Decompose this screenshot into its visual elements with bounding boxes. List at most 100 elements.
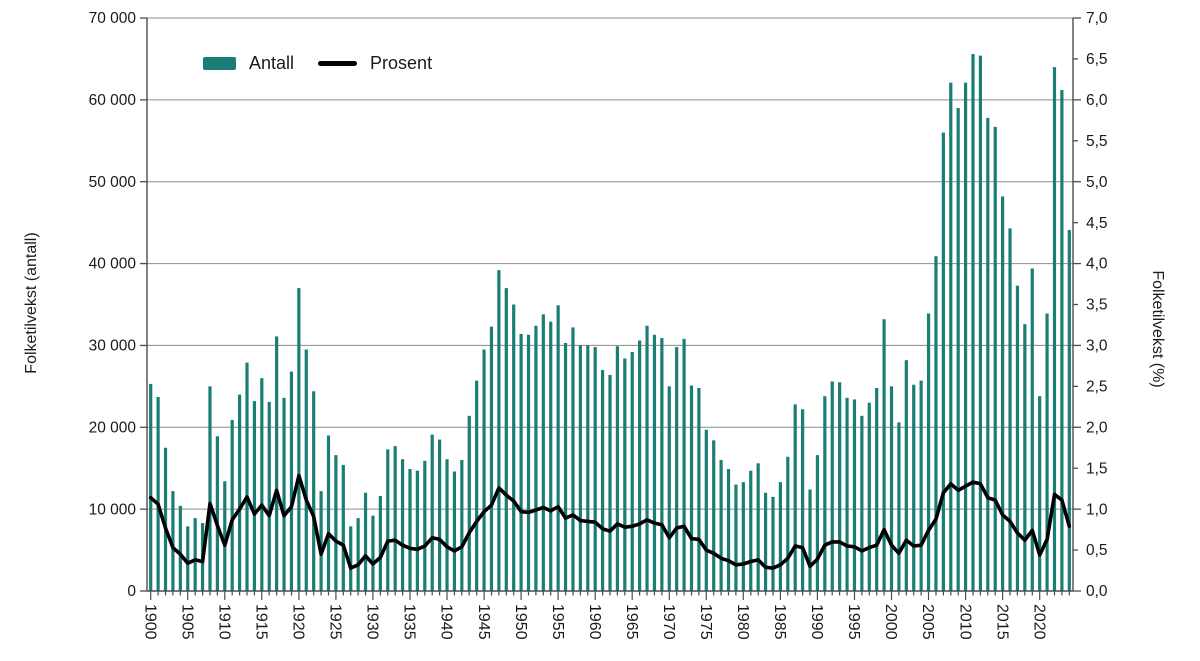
bar-1956 xyxy=(563,342,568,591)
x-tick-label: 1900 xyxy=(141,604,158,640)
bar-1975 xyxy=(704,429,708,591)
right-tick-label: 6,0 xyxy=(1086,92,1108,109)
bar-1981 xyxy=(749,470,753,591)
bar-1944 xyxy=(475,380,479,591)
prosent-line-swatch-icon xyxy=(318,61,358,66)
bar-1902 xyxy=(163,447,168,591)
bar-1901 xyxy=(156,397,160,591)
bar-1926 xyxy=(341,464,345,591)
bar-1997 xyxy=(867,402,871,591)
x-tick-label: 1910 xyxy=(216,604,233,640)
bar-2007 xyxy=(941,132,945,591)
right-tick-label: 4,5 xyxy=(1086,215,1108,232)
x-tick-label: 1965 xyxy=(623,604,640,640)
bar-1930 xyxy=(371,515,375,591)
bar-2001 xyxy=(897,422,901,591)
bar-1966 xyxy=(638,340,642,591)
antall-bar-swatch-icon xyxy=(203,57,236,70)
right-tick-label: 7,0 xyxy=(1086,10,1108,27)
bar-1984 xyxy=(771,496,775,591)
bar-1973 xyxy=(689,385,694,591)
bar-2016 xyxy=(1008,228,1012,591)
bar-1983 xyxy=(763,492,768,591)
bar-1932 xyxy=(386,449,390,591)
left-tick-label: 30 000 xyxy=(89,338,137,355)
left-tick-label: 20 000 xyxy=(89,419,137,436)
bar-2006 xyxy=(934,256,938,591)
bar-2015 xyxy=(1001,196,1005,591)
bar-1978 xyxy=(726,469,731,591)
bar-1976 xyxy=(712,440,716,591)
bar-1959 xyxy=(586,345,590,591)
bar-1969 xyxy=(660,338,664,591)
bar-1963 xyxy=(615,346,620,591)
bar-1942 xyxy=(460,460,464,591)
x-tick-label: 1940 xyxy=(438,604,455,640)
bar-1996 xyxy=(860,415,864,591)
x-tick-label: 1980 xyxy=(734,604,751,640)
bar-1962 xyxy=(608,374,612,591)
bar-2014 xyxy=(993,126,997,592)
right-tick-label: 2,0 xyxy=(1086,419,1108,436)
right-tick-label: 6,5 xyxy=(1086,51,1108,68)
bar-2009 xyxy=(956,108,960,591)
x-tick-label: 1945 xyxy=(475,604,492,640)
bar-2004 xyxy=(919,380,923,591)
right-tick-label: 0,0 xyxy=(1086,583,1108,600)
x-tick-label: 1955 xyxy=(549,604,566,640)
x-tick-label: 1975 xyxy=(697,604,714,640)
bar-1955 xyxy=(556,305,560,591)
bar-1950 xyxy=(519,333,523,591)
bar-2008 xyxy=(949,82,953,592)
bar-1912 xyxy=(238,394,242,591)
bar-1940 xyxy=(445,459,449,591)
bar-1909 xyxy=(215,436,219,591)
right-tick-label: 3,0 xyxy=(1086,338,1108,355)
bar-1989 xyxy=(808,489,812,591)
bar-1964 xyxy=(623,358,627,591)
bar-1971 xyxy=(675,347,679,591)
legend-item-prosent: Prosent xyxy=(318,53,432,74)
bar-1916 xyxy=(267,401,271,591)
bar-1943 xyxy=(467,415,471,591)
bar-1999 xyxy=(882,319,886,591)
bar-2020 xyxy=(1038,396,1042,591)
left-axis-title: Folketilvekst (antall) xyxy=(23,232,40,374)
x-tick-label: 1915 xyxy=(253,604,270,640)
right-tick-label: 2,5 xyxy=(1086,378,1108,395)
bar-1986 xyxy=(786,456,790,591)
left-tick-label: 40 000 xyxy=(89,256,137,273)
bar-1974 xyxy=(697,387,701,591)
bar-1922 xyxy=(312,391,316,591)
bar-1988 xyxy=(801,409,805,591)
bar-2011 xyxy=(971,54,975,591)
bar-1958 xyxy=(578,345,582,591)
bar-1927 xyxy=(349,526,353,591)
right-tick-label: 1,5 xyxy=(1086,460,1108,477)
right-tick-label: 3,5 xyxy=(1086,297,1108,314)
bar-1948 xyxy=(504,288,508,591)
bar-1941 xyxy=(452,471,457,591)
bar-1921 xyxy=(304,349,308,591)
bar-1952 xyxy=(534,325,538,591)
bar-1968 xyxy=(652,334,657,591)
x-tick-label: 1920 xyxy=(290,604,307,640)
bar-1917 xyxy=(275,336,279,591)
right-tick-label: 4,0 xyxy=(1086,256,1108,273)
left-tick-label: 70 000 xyxy=(89,10,137,27)
left-tick-label: 60 000 xyxy=(89,92,137,109)
legend-item-antall: Antall xyxy=(203,53,294,74)
bar-2003 xyxy=(912,384,916,591)
prosent-line xyxy=(148,473,1072,570)
bar-1911 xyxy=(230,419,234,591)
right-tick-label: 5,5 xyxy=(1086,133,1108,150)
bar-2018 xyxy=(1023,324,1027,591)
bar-1965 xyxy=(630,351,634,591)
right-tick-label: 0,5 xyxy=(1086,542,1108,559)
bar-2012 xyxy=(978,55,982,591)
bar-1933 xyxy=(393,446,397,591)
bar-1914 xyxy=(252,401,257,591)
x-tick-label: 1925 xyxy=(327,604,344,640)
bar-2002 xyxy=(904,360,908,591)
bar-1918 xyxy=(282,397,286,591)
